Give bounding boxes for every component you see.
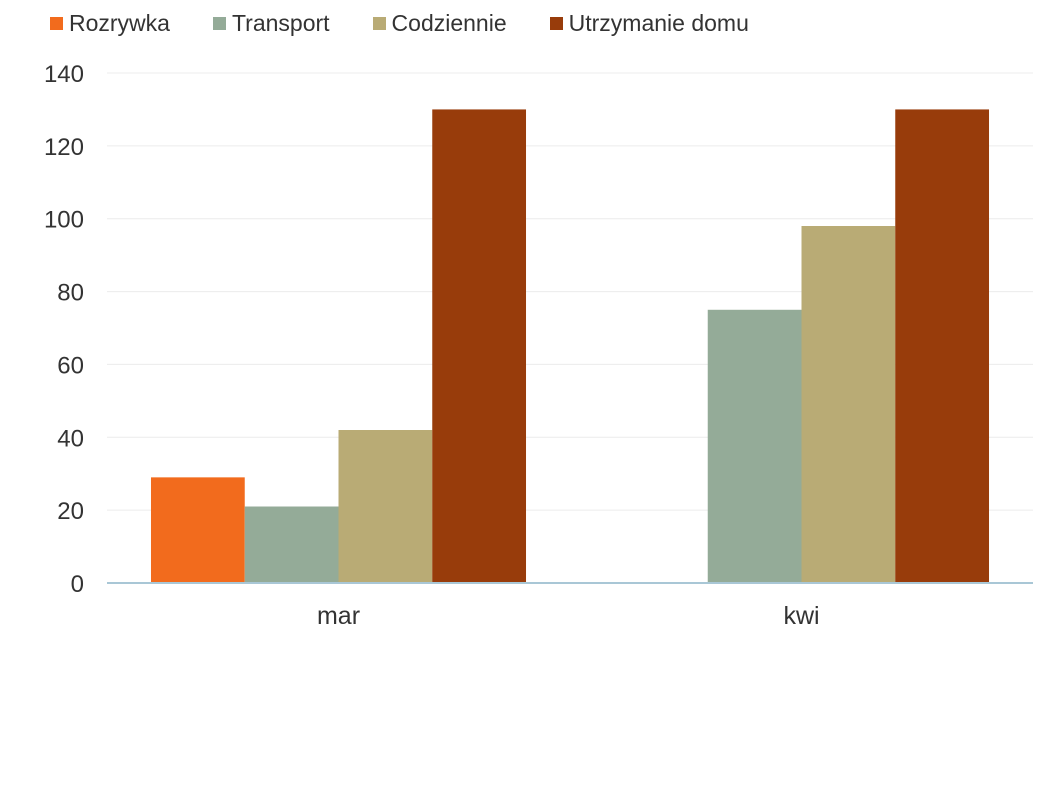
x-category-label: kwi [783, 602, 819, 630]
legend: Rozrywka Transport Codziennie Utrzymanie… [50, 9, 792, 37]
legend-label: Transport [231, 9, 330, 36]
y-tick-label: 80 [57, 280, 84, 307]
bar [432, 109, 527, 583]
bar [244, 506, 339, 583]
y-tick-label: 120 [44, 134, 84, 161]
x-category-label: mar [317, 602, 360, 630]
bar [150, 477, 245, 583]
bar [707, 309, 802, 583]
y-tick-label: 60 [57, 352, 84, 379]
bar [801, 226, 896, 583]
legend-swatch [549, 16, 563, 30]
y-tick-label: 100 [44, 207, 84, 234]
bar [895, 109, 990, 583]
legend-label: Codziennie [391, 9, 507, 36]
legend-item-utrzymanie-domu: Utrzymanie domu [549, 9, 749, 37]
bar [338, 430, 433, 583]
legend-swatch [50, 16, 63, 30]
y-axis-ticks: 0 20 40 60 80 100 120 140 [44, 61, 84, 598]
x-axis-categories: mar kwi [317, 602, 820, 630]
legend-item-rozrywka: Rozrywka [50, 10, 170, 37]
y-tick-label: 0 [71, 571, 84, 598]
legend-label: Utrzymanie domu [568, 9, 749, 36]
y-tick-label: 20 [57, 498, 84, 525]
legend-item-transport: Transport [212, 9, 330, 37]
y-tick-label: 40 [57, 425, 84, 452]
legend-label: Rozrywka [69, 9, 170, 36]
legend-swatch [212, 16, 226, 30]
bars [150, 109, 990, 583]
y-tick-label: 140 [44, 61, 84, 88]
legend-swatch [372, 16, 386, 30]
legend-item-codziennie: Codziennie [372, 9, 507, 37]
